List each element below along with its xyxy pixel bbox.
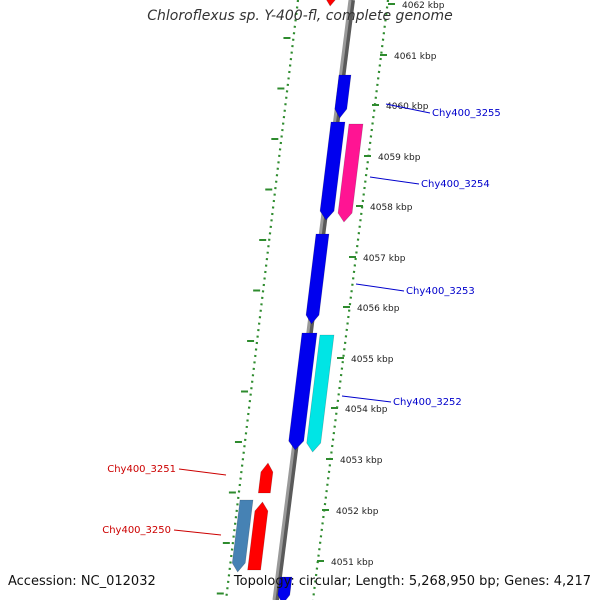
gene-label-leader xyxy=(369,176,420,185)
gene-feature-blue-1 xyxy=(319,121,346,221)
gene-label-leader xyxy=(173,529,222,536)
accession-text: Accession: NC_012032 xyxy=(8,574,156,589)
gene-feature-chy400-3255 xyxy=(334,74,352,119)
genome-title: Chloroflexus sp. Y-400-fl, complete geno… xyxy=(147,8,453,24)
gene-feature-blue-2 xyxy=(288,332,318,451)
ruler-tick-label: 4052 kbp xyxy=(336,507,379,517)
gene-feature-chy400-3252 xyxy=(306,334,335,453)
gene-feature-chy400-3253 xyxy=(305,233,330,325)
gene-label-leader xyxy=(355,283,405,292)
ruler-tick-label: 4055 kbp xyxy=(351,355,394,365)
gene-feature-chy400-3250 xyxy=(231,499,254,573)
ruler-tick-label: 4059 kbp xyxy=(378,153,421,163)
gene-features xyxy=(231,0,364,600)
ruler-tick-label: 4053 kbp xyxy=(340,456,383,466)
ruler-tick-label: 4061 kbp xyxy=(394,52,437,62)
gene-feature-chy400-3251 xyxy=(257,462,274,494)
ruler-tick-label: 4051 kbp xyxy=(331,558,374,568)
gene-label-leader xyxy=(341,395,392,403)
gene-label-leader xyxy=(178,468,227,476)
gene-labels: Chy400_3255 Chy400_3254 Chy400_3253 Chy400_… xyxy=(102,103,501,536)
ruler-ticks: 4062 kbp 4061 kbp 4060 kbp 4059 kbp 4058 kbp… xyxy=(216,1,445,595)
genome-summary-text: Topology: circular; Length: 5,268,950 bp… xyxy=(233,574,591,589)
gene-label: Chy400_3250 xyxy=(102,525,171,536)
ruler-tick-label: 4060 kbp xyxy=(386,102,429,112)
ruler-tick-label: 4056 kbp xyxy=(357,304,400,314)
ruler-tick-label: 4062 kbp xyxy=(402,1,445,11)
ruler-tick-label: 4054 kbp xyxy=(345,405,388,415)
gene-feature-red-top xyxy=(326,0,336,7)
gene-label-leader xyxy=(385,103,431,114)
gene-label: Chy400_3252 xyxy=(393,397,462,408)
gene-label: Chy400_3254 xyxy=(421,179,490,190)
gene-label: Chy400_3253 xyxy=(406,286,475,297)
ruler-tick-label: 4058 kbp xyxy=(370,203,413,213)
gene-feature-red-2 xyxy=(247,501,269,571)
gene-feature-chy400-3254 xyxy=(337,123,364,223)
ruler-tick-label: 4057 kbp xyxy=(363,254,406,264)
gene-label: Chy400_3251 xyxy=(107,464,176,475)
gene-label: Chy400_3255 xyxy=(432,108,501,119)
